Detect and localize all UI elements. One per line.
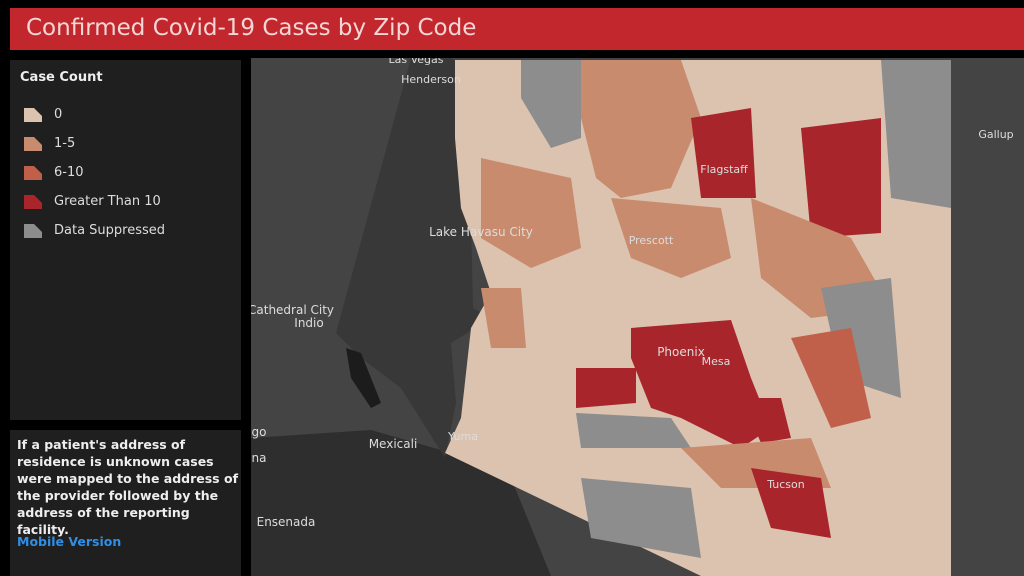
legend-title: Case Count xyxy=(20,70,103,85)
place-label: Mexicali xyxy=(369,437,418,451)
place-label: Prescott xyxy=(629,234,674,247)
place-label: Mesa xyxy=(702,355,731,368)
zip-region xyxy=(691,108,756,198)
swatch-shape xyxy=(24,166,42,180)
zip-region xyxy=(521,60,581,148)
legend-swatch xyxy=(24,137,42,151)
place-label: Indio xyxy=(294,316,323,330)
zip-region xyxy=(741,398,791,443)
zip-region xyxy=(801,118,881,238)
zip-region xyxy=(481,158,581,268)
legend-item: Data Suppressed xyxy=(24,222,165,238)
place-label: na xyxy=(252,451,267,465)
note-panel: If a patient's address of residence is u… xyxy=(10,430,241,576)
swatch-shape xyxy=(24,224,42,238)
swatch-shape xyxy=(24,108,42,122)
place-label: Cathedral City xyxy=(251,303,334,317)
legend-item: 1-5 xyxy=(24,135,75,151)
header-bar: Confirmed Covid-19 Cases by Zip Code xyxy=(10,8,1024,50)
place-label: Yuma xyxy=(447,430,478,443)
zip-region xyxy=(581,478,701,558)
legend-swatch xyxy=(24,195,42,209)
zip-region xyxy=(581,60,701,198)
legend-label: 1-5 xyxy=(54,135,76,151)
place-label: Flagstaff xyxy=(700,163,748,176)
land-region xyxy=(336,58,491,458)
legend: Case Count 0 1-5 6-10 Greater Than 10 Data Su… xyxy=(10,60,241,420)
legend-swatch xyxy=(24,108,42,122)
zip-region xyxy=(481,288,526,348)
zip-region xyxy=(611,198,731,278)
legend-item: 6-10 xyxy=(24,164,84,180)
place-label: Ensenada xyxy=(257,515,316,529)
zip-region xyxy=(631,320,771,448)
place-label: Lake Havasu City xyxy=(429,225,533,239)
legend-swatch xyxy=(24,224,42,238)
zip-region xyxy=(576,413,691,448)
lake xyxy=(346,348,381,408)
zip-region xyxy=(576,368,636,408)
legend-label: 0 xyxy=(54,106,63,122)
legend-swatch xyxy=(24,166,42,180)
note-text: If a patient's address of residence is u… xyxy=(17,437,239,537)
title: Confirmed Covid-19 Cases by Zip Code xyxy=(26,15,477,41)
zip-region xyxy=(791,328,871,428)
swatch-shape xyxy=(24,137,42,151)
map[interactable]: Las Vegas Henderson Gallup Flagstaff Lak… xyxy=(251,58,1024,576)
place-label: Henderson xyxy=(401,73,461,86)
mobile-link[interactable]: Mobile Version xyxy=(17,534,122,549)
zip-region xyxy=(751,468,831,538)
place-label: Gallup xyxy=(978,128,1013,141)
place-label: Las Vegas xyxy=(389,58,444,66)
legend-item: 0 xyxy=(24,106,62,122)
legend-item: Greater Than 10 xyxy=(24,193,161,209)
legend-label: Data Suppressed xyxy=(54,222,166,238)
place-label: Tucson xyxy=(766,478,805,491)
swatch-shape xyxy=(24,195,42,209)
place-label: Phoenix xyxy=(657,345,705,359)
place-label: go xyxy=(252,425,267,439)
legend-label: Greater Than 10 xyxy=(54,193,161,209)
legend-label: 6-10 xyxy=(54,164,84,180)
zip-region xyxy=(881,60,951,208)
